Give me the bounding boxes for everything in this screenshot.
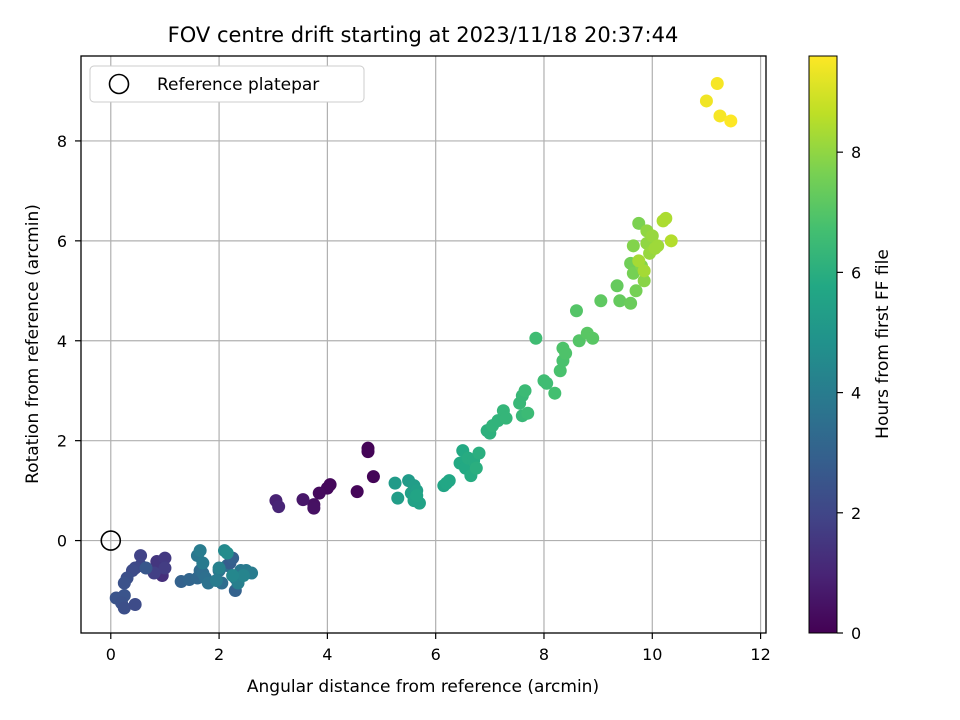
data-point — [586, 331, 600, 345]
colorbar-tick-label: 2 — [851, 504, 861, 523]
x-tick-label: 0 — [106, 645, 116, 664]
x-tick-label: 12 — [750, 645, 770, 664]
legend-entry-reference: Reference platepar — [157, 75, 319, 95]
data-point — [139, 561, 153, 575]
data-point — [366, 470, 380, 484]
data-point — [699, 94, 713, 108]
data-point — [710, 76, 724, 90]
colorbar-tick-label: 4 — [851, 384, 861, 403]
colorbar-tick-label: 8 — [851, 143, 861, 162]
data-point — [624, 296, 638, 310]
data-point — [569, 304, 583, 318]
legend-marker-icon — [108, 73, 130, 95]
colorbar-ticks: 0 2 4 6 8 — [837, 143, 861, 643]
data-point — [713, 109, 727, 123]
reference-platepar-marker — [100, 530, 122, 551]
data-point — [236, 569, 250, 583]
data-point — [410, 489, 424, 503]
data-point — [521, 406, 535, 420]
x-tick-label: 2 — [214, 645, 224, 664]
data-point — [361, 445, 375, 459]
data-point — [626, 239, 640, 253]
data-point — [158, 551, 172, 565]
x-axis-label: Angular distance from reference (arcmin) — [247, 677, 599, 697]
y-tick-label: 8 — [57, 132, 67, 151]
data-point — [312, 486, 326, 500]
data-point — [226, 569, 240, 583]
data-point — [559, 346, 573, 360]
legend: Reference platepar — [89, 65, 365, 103]
y-axis-label: Rotation from reference (arcmin) — [23, 204, 43, 484]
data-point — [499, 411, 513, 425]
data-point — [540, 376, 554, 390]
data-point — [117, 576, 131, 590]
x-tick-label: 8 — [539, 645, 549, 664]
data-point — [117, 601, 131, 615]
data-point — [209, 574, 223, 588]
data-point — [548, 386, 562, 400]
data-point — [629, 284, 643, 298]
data-point — [659, 211, 673, 225]
colorbar: 0 2 4 6 8 Hours from first FF file — [808, 55, 893, 643]
data-point — [391, 491, 405, 505]
data-point — [323, 478, 337, 492]
x-tick-label: 10 — [642, 645, 662, 664]
data-point — [442, 474, 456, 488]
data-point — [529, 331, 543, 345]
legend-box — [89, 65, 365, 103]
x-tick-label: 4 — [322, 645, 332, 664]
data-point — [724, 114, 738, 128]
data-point — [193, 544, 207, 558]
data-point — [610, 279, 624, 293]
y-tick-label: 4 — [57, 332, 67, 351]
data-point — [553, 364, 567, 378]
y-tick-label: 6 — [57, 232, 67, 251]
data-point — [307, 501, 321, 515]
data-point — [632, 254, 646, 268]
data-point — [594, 294, 608, 308]
grid-lines — [81, 56, 766, 633]
x-tick-label: 6 — [431, 645, 441, 664]
y-tick-label: 0 — [57, 532, 67, 551]
chart-title: FOV centre drift starting at 2023/11/18 … — [168, 23, 679, 47]
data-point — [350, 485, 364, 499]
colorbar-gradient — [808, 55, 838, 634]
data-point — [220, 546, 234, 560]
data-point — [212, 561, 226, 575]
x-axis-ticks: 0 2 4 6 8 10 12 — [106, 633, 771, 664]
data-point — [196, 556, 210, 570]
data-point — [128, 598, 142, 612]
data-point — [645, 229, 659, 243]
data-point — [469, 461, 483, 475]
data-points — [109, 76, 738, 615]
data-point — [637, 264, 651, 278]
data-point — [134, 549, 148, 563]
data-point — [637, 274, 651, 288]
data-point — [388, 476, 402, 490]
data-point — [272, 500, 286, 514]
data-point — [158, 561, 172, 575]
data-point — [613, 294, 627, 308]
colorbar-tick-label: 0 — [851, 624, 861, 643]
data-point — [472, 446, 486, 460]
colorbar-tick-label: 6 — [851, 263, 861, 282]
data-point — [296, 493, 310, 507]
colorbar-label: Hours from first FF file — [873, 249, 893, 439]
data-point — [518, 384, 532, 398]
y-axis-ticks: 0 2 4 6 8 — [57, 132, 81, 551]
y-tick-label: 2 — [57, 432, 67, 451]
plot-area-frame — [80, 55, 767, 634]
data-point — [651, 239, 665, 253]
data-point — [664, 234, 678, 248]
